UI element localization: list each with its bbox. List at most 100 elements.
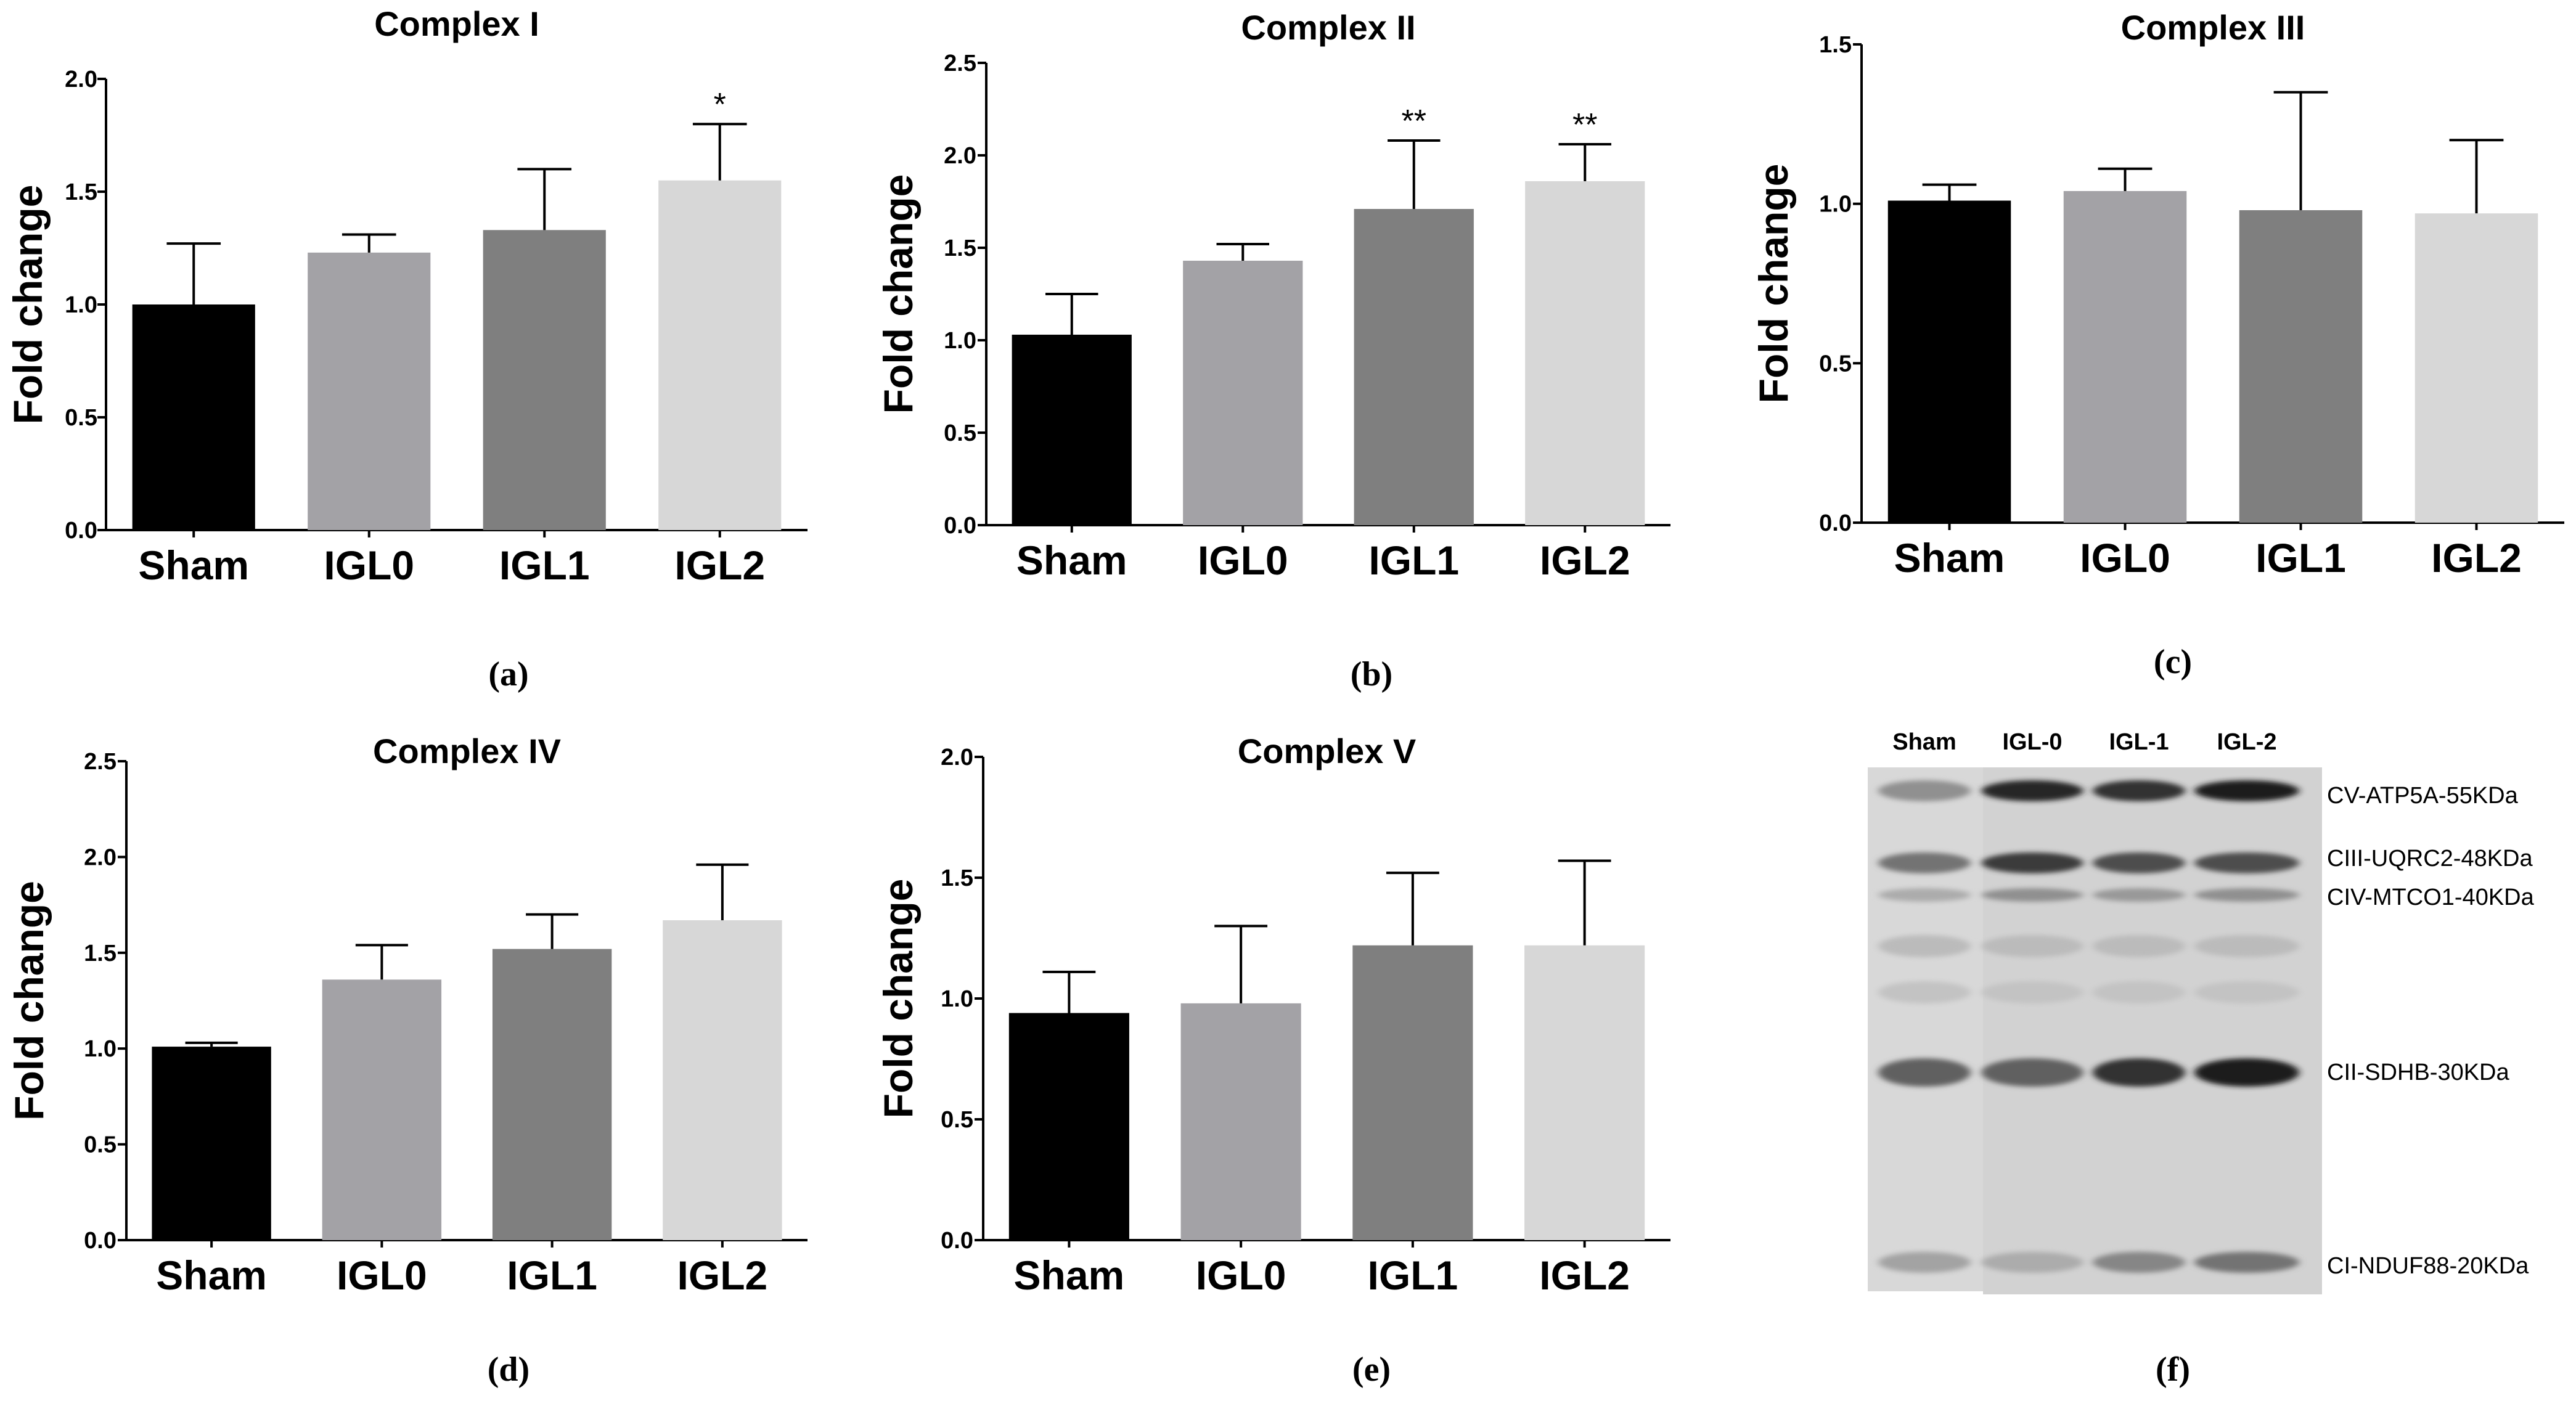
y-tick-label: 2.5 bbox=[944, 51, 976, 76]
y-tick-label: 1.0 bbox=[84, 1036, 117, 1062]
blot-band bbox=[1981, 780, 2083, 801]
x-tick-label-igl1: IGL1 bbox=[1368, 1252, 1458, 1298]
panel-label-c: (c) bbox=[2154, 643, 2192, 681]
x-tick-label-igl1: IGL1 bbox=[1368, 537, 1459, 583]
y-axis-label: Fold change bbox=[5, 185, 51, 425]
blot-lane-sham: Sham bbox=[1892, 729, 1956, 755]
blot-band bbox=[2194, 852, 2299, 873]
chart-panel-d: Complex IV Fold change 0.0 0.5 1.0 1.5 2.0 2.5 S… bbox=[6, 732, 808, 1298]
y-tick-label: 1.5 bbox=[1819, 32, 1852, 58]
blot-band bbox=[1878, 1058, 1971, 1087]
bar-sham bbox=[1008, 1013, 1129, 1240]
x-tick-label-igl2: IGL2 bbox=[1540, 537, 1630, 583]
blot-band-label: CIII-UQRC2-48KDa bbox=[2327, 846, 2533, 872]
x-tick-label-igl2: IGL2 bbox=[674, 542, 765, 588]
chart-title: Complex IV bbox=[373, 732, 561, 770]
bar-igl0 bbox=[1183, 261, 1303, 525]
blot-band bbox=[2194, 1058, 2299, 1087]
chart-title: Complex V bbox=[1238, 732, 1416, 770]
blot-band bbox=[1981, 1252, 2083, 1273]
blot-band bbox=[2093, 852, 2185, 873]
panel-label-e: (e) bbox=[1352, 1350, 1391, 1389]
blot-band bbox=[1878, 852, 1971, 873]
y-tick-label: 1.0 bbox=[65, 292, 97, 318]
x-tick-label-sham: Sham bbox=[1016, 537, 1127, 583]
bar-igl1 bbox=[492, 949, 612, 1240]
blot-bands bbox=[1878, 780, 2299, 1273]
chart-title: Complex II bbox=[1241, 8, 1415, 47]
blot-band-label: CV-ATP5A-55KDa bbox=[2327, 783, 2519, 809]
blot-band bbox=[2194, 780, 2299, 801]
panel-label-f: (f) bbox=[2156, 1350, 2190, 1389]
blot-faint-band bbox=[1981, 981, 2083, 1003]
bar-igl0 bbox=[1180, 1003, 1301, 1240]
bar-igl2 bbox=[658, 180, 782, 530]
y-axis-label: Fold change bbox=[875, 879, 921, 1119]
y-axis-label: Fold change bbox=[875, 174, 921, 414]
x-tick-label-igl1: IGL1 bbox=[499, 542, 590, 588]
bar-igl2 bbox=[2414, 213, 2538, 523]
x-tick-label-igl1: IGL1 bbox=[2255, 535, 2346, 581]
blot-faint-band bbox=[1878, 935, 1971, 957]
chart-panel-b: Complex II Fold change 0.0 0.5 1.0 1.5 2.0 2.5 S… bbox=[875, 8, 1670, 583]
bar-igl1 bbox=[1354, 209, 1474, 525]
blot-band-label: CII-SDHB-30KDa bbox=[2327, 1060, 2509, 1085]
significance-marker: * bbox=[714, 87, 726, 123]
y-tick-label: 1.0 bbox=[1819, 192, 1852, 218]
blot-band bbox=[1878, 780, 1971, 801]
blot-lane-igl-0: IGL-0 bbox=[2002, 729, 2062, 755]
x-tick-label-igl0: IGL0 bbox=[324, 542, 414, 588]
y-tick-label: 2.0 bbox=[65, 67, 97, 92]
bar-igl0 bbox=[322, 979, 442, 1240]
panel-label-d: (d) bbox=[488, 1350, 530, 1389]
bar-igl1 bbox=[1352, 945, 1473, 1240]
blot-lane-igl-1: IGL-1 bbox=[2109, 729, 2169, 755]
blot-band bbox=[1981, 1058, 2083, 1087]
blot-faint-band bbox=[2093, 935, 2185, 957]
chart-panel-a: Complex I Fold change 0.0 0.5 1.0 1.5 2.0 Sham I… bbox=[5, 4, 808, 588]
blot-lane-labels: Sham IGL-0 IGL-1 IGL-2 bbox=[1892, 729, 2276, 755]
blot-band bbox=[1981, 888, 2083, 902]
blot-band-labels: CV-ATP5A-55KDa CIII-UQRC2-48KDa CIV-MTCO1-… bbox=[2327, 783, 2535, 1279]
y-tick-label: 1.5 bbox=[65, 179, 97, 205]
chart-panel-c: Complex III Fold change 0.0 0.5 1.0 1.5 Sham IG… bbox=[1751, 8, 2564, 581]
blot-band bbox=[2093, 1058, 2185, 1087]
blot-membrane-right bbox=[1983, 767, 2322, 1294]
y-tick-label: 0.0 bbox=[941, 1228, 973, 1254]
blot-faint-band bbox=[2194, 981, 2299, 1003]
x-tick-label-igl0: IGL0 bbox=[1198, 537, 1288, 583]
y-tick-label: 0.5 bbox=[941, 1107, 973, 1133]
blot-band bbox=[2194, 1252, 2299, 1273]
y-tick-label: 0.0 bbox=[1819, 510, 1852, 536]
bar-igl2 bbox=[663, 920, 782, 1240]
x-tick-label-sham: Sham bbox=[1014, 1252, 1125, 1298]
bar-igl0 bbox=[2063, 190, 2187, 523]
y-tick-label: 0.0 bbox=[944, 513, 976, 539]
x-tick-label-igl2: IGL2 bbox=[2431, 535, 2522, 581]
y-tick-label: 1.5 bbox=[941, 865, 973, 891]
y-tick-label: 1.5 bbox=[944, 235, 976, 261]
panel-label-a: (a) bbox=[488, 655, 528, 693]
bar-sham bbox=[132, 304, 255, 530]
bar-sham bbox=[1887, 200, 2011, 523]
y-tick-label: 2.5 bbox=[84, 749, 117, 775]
y-axis-label: Fold change bbox=[6, 881, 52, 1121]
y-tick-label: 0.0 bbox=[84, 1228, 117, 1254]
blot-membrane-left bbox=[1868, 767, 1983, 1291]
bar-sham bbox=[152, 1047, 271, 1240]
blot-band bbox=[2093, 888, 2185, 902]
x-tick-label-igl0: IGL0 bbox=[337, 1252, 427, 1298]
chart-panel-e: Complex V Fold change 0.0 0.5 1.0 1.5 2.0 Sham I… bbox=[875, 732, 1670, 1298]
x-tick-label-sham: Sham bbox=[1894, 535, 2005, 581]
significance-marker: ** bbox=[1572, 107, 1597, 143]
blot-band-label: CIV-MTCO1-40KDa bbox=[2327, 884, 2535, 910]
blot-faint-band bbox=[2194, 935, 2299, 957]
blot-faint-band bbox=[1981, 935, 2083, 957]
bar-igl2 bbox=[1524, 945, 1645, 1240]
y-tick-label: 0.5 bbox=[84, 1132, 117, 1158]
y-tick-label: 0.0 bbox=[65, 518, 97, 544]
blot-band bbox=[1981, 852, 2083, 873]
blot-band-label: CI-NDUF88-20KDa bbox=[2327, 1253, 2529, 1279]
y-tick-label: 2.0 bbox=[944, 143, 976, 169]
